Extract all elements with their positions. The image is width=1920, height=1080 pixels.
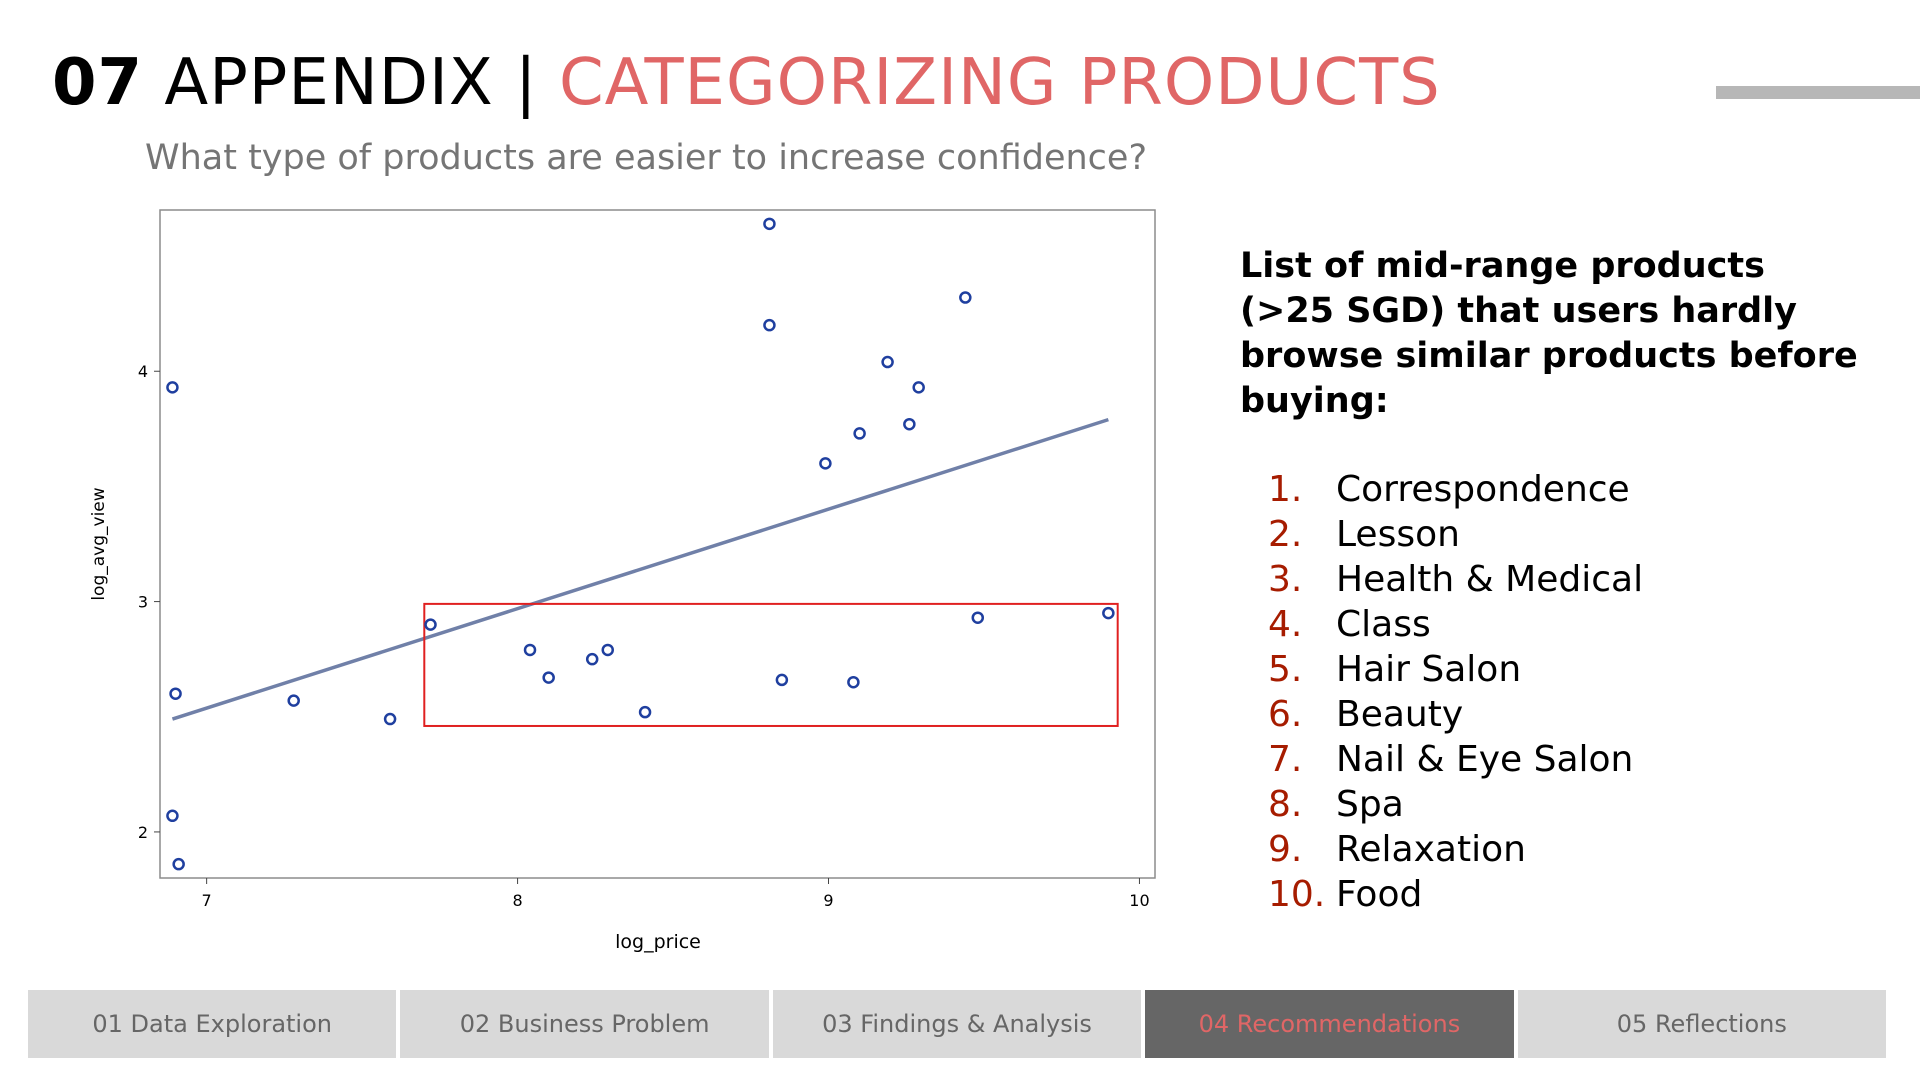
category-number: 8. [1268, 784, 1303, 825]
category-label: Food [1336, 874, 1423, 915]
category-label: Health & Medical [1336, 559, 1644, 600]
category-item: 1. Correspondence [1268, 467, 1643, 512]
category-label: Correspondence [1336, 469, 1630, 510]
category-number: 5. [1268, 649, 1303, 690]
category-label: Hair Salon [1336, 649, 1522, 690]
category-number: 3. [1268, 559, 1303, 600]
data-point [166, 381, 179, 394]
nav-tab-3[interactable]: 03 Findings & Analysis [772, 990, 1142, 1058]
data-point [424, 618, 437, 631]
data-point [169, 687, 182, 700]
category-item: 5. Hair Salon [1268, 647, 1643, 692]
category-item: 2. Lesson [1268, 512, 1643, 557]
category-item: 6. Beauty [1268, 692, 1643, 737]
x-tick-label: 9 [823, 891, 833, 910]
data-point [763, 217, 776, 231]
category-list: 1. Correspondence 2. Lesson 3. Health & Medic… [1268, 467, 1643, 917]
title-accent: CATEGORIZING PRODUCTS [558, 46, 1441, 120]
category-label: Class [1336, 604, 1431, 645]
x-axis-label: log_price [615, 931, 701, 953]
category-label: Beauty [1336, 694, 1464, 735]
data-point [172, 857, 185, 871]
section-nav: 01 Data Exploration 02 Business Problem 03… [28, 990, 1887, 1058]
x-tick-label: 10 [1129, 891, 1149, 910]
data-point [585, 652, 599, 666]
category-number: 7. [1268, 739, 1303, 780]
category-item: 10. Food [1268, 872, 1643, 917]
y-tick-label: 2 [138, 823, 148, 842]
data-point [523, 643, 537, 657]
data-point [542, 671, 555, 684]
data-point [959, 291, 972, 304]
data-point [903, 417, 916, 431]
y-axis-label: log_avg_view [89, 487, 109, 600]
nav-tab-4[interactable]: 04 Recommendations [1145, 990, 1514, 1058]
data-point [853, 427, 866, 440]
page-subtitle: What type of products are easier to incr… [145, 138, 1148, 178]
category-number: 6. [1268, 694, 1303, 735]
data-point [971, 611, 985, 624]
data-point [847, 675, 860, 689]
page-title: 07 APPENDIX | CATEGORIZING PRODUCTS [52, 48, 1441, 118]
x-tick-label: 8 [512, 891, 522, 910]
category-number: 1. [1268, 469, 1303, 510]
category-item: 9. Relaxation [1268, 827, 1643, 872]
data-point [383, 712, 397, 726]
data-point [819, 457, 832, 470]
category-number: 9. [1268, 829, 1303, 870]
nav-tab-1[interactable]: 01 Data Exploration [28, 990, 397, 1058]
data-point [601, 643, 614, 657]
x-tick-label: 7 [202, 891, 212, 910]
category-number: 2. [1268, 514, 1303, 555]
trend-line [171, 417, 1109, 721]
chart-overlay [171, 417, 1119, 727]
nav-tab-2[interactable]: 02 Business Problem [400, 990, 769, 1058]
category-item: 8. Spa [1268, 782, 1643, 827]
title-main: APPENDIX | [164, 46, 538, 120]
category-label: Nail & Eye Salon [1336, 739, 1634, 780]
category-item: 3. Health & Medical [1268, 557, 1643, 602]
data-point [287, 694, 300, 707]
data-point [763, 318, 776, 332]
scatter-chart: 7 8 9 10 2 3 4 log_price log_avg_view [89, 209, 1156, 953]
category-item: 7. Nail & Eye Salon [1268, 737, 1643, 782]
category-label: Spa [1336, 784, 1404, 825]
category-label: Lesson [1336, 514, 1460, 555]
category-number: 4. [1268, 604, 1303, 645]
data-point [775, 673, 789, 687]
data-point [166, 809, 179, 823]
x-axis-ticks: 7 8 9 10 [202, 878, 1150, 910]
data-points [166, 217, 1115, 871]
data-point [638, 705, 652, 719]
y-axis-ticks: 2 3 4 [138, 362, 160, 842]
nav-tab-5[interactable]: 05 Reflections [1517, 990, 1887, 1058]
plot-area [159, 209, 1156, 879]
data-point [881, 355, 894, 369]
category-label: Relaxation [1336, 829, 1526, 870]
highlight-box [423, 602, 1119, 727]
category-item: 4. Class [1268, 602, 1643, 647]
section-number: 07 [52, 46, 144, 120]
side-panel-heading: List of mid-range products (>25 SGD) tha… [1240, 246, 1858, 421]
y-tick-label: 3 [138, 593, 148, 612]
category-number: 10. [1268, 874, 1326, 915]
data-point [1102, 606, 1115, 620]
data-point [912, 381, 925, 394]
y-tick-label: 4 [138, 362, 148, 381]
decorative-bar [1716, 86, 1920, 99]
